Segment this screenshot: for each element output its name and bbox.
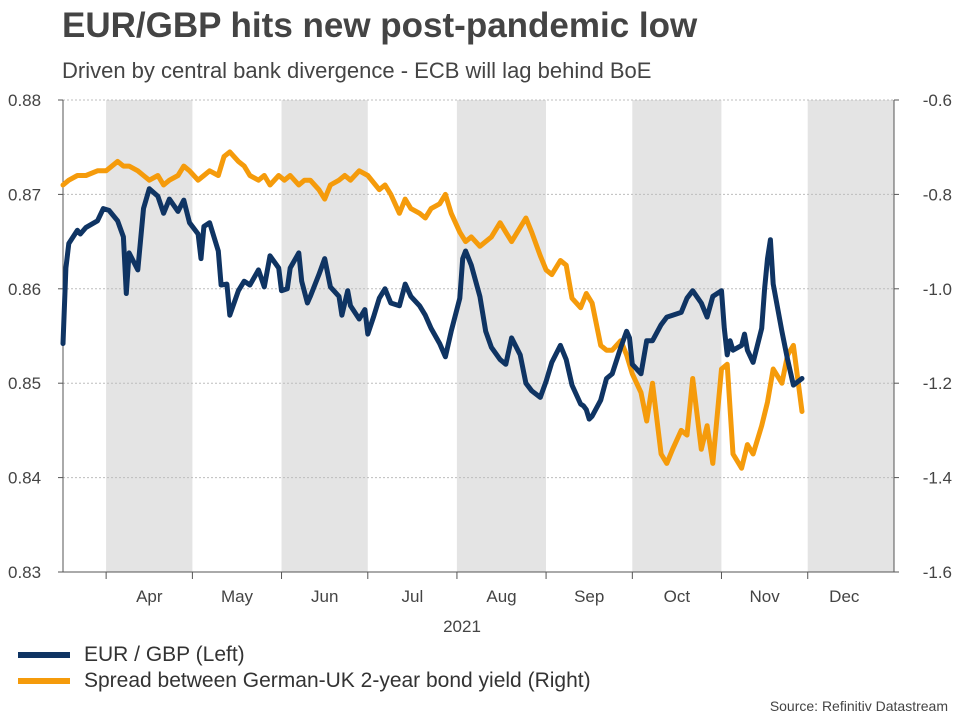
- y-left-tick-label: 0.85: [8, 374, 41, 393]
- series-line-eur-gbp: [60, 186, 805, 422]
- x-tick-label-may: May: [221, 587, 254, 606]
- month-band-oct: [632, 100, 722, 572]
- y-left-tick-label: 0.88: [8, 91, 41, 110]
- legend-item-eur-gbp: EUR / GBP (Left): [18, 642, 591, 668]
- y-right-tick-label: -1.0: [923, 280, 952, 299]
- source-note: Source: Refinitiv Datastream: [769, 698, 948, 714]
- legend-swatch-spread: [18, 678, 70, 684]
- chart-title: EUR/GBP hits new post-pandemic low: [62, 6, 698, 45]
- x-tick-label-dec: Dec: [829, 587, 860, 606]
- axes: 0.83 0.84 0.85 0.86 0.87 0.88 -1.6 -1.4 -1.2 -1.0…: [8, 91, 952, 606]
- y-left-tick-label: 0.87: [8, 185, 41, 204]
- month-band-jun: [281, 100, 368, 572]
- y-right-tick-label: -0.8: [923, 185, 952, 204]
- month-shading: [106, 100, 894, 572]
- series-lines: [60, 149, 805, 471]
- legend-swatch-eur-gbp: [18, 652, 70, 658]
- legend-label-spread: Spread between German-UK 2-year bond yie…: [84, 669, 591, 692]
- y-right-tick-label: -0.6: [923, 91, 952, 110]
- x-tick-label-apr: Apr: [136, 587, 163, 606]
- y-left-tick-label: 0.83: [8, 563, 41, 582]
- x-tick-label-sep: Sep: [574, 587, 604, 606]
- month-band-dec: [807, 100, 894, 572]
- legend-label-eur-gbp: EUR / GBP (Left): [84, 643, 245, 666]
- x-tick-label-jun: Jun: [311, 587, 338, 606]
- legend: EUR / GBP (Left) Spread between German-U…: [18, 642, 591, 694]
- month-band-aug: [456, 100, 546, 572]
- y-right-tick-label: -1.2: [923, 374, 952, 393]
- x-tick-label-nov: Nov: [749, 587, 780, 606]
- x-tick-label-oct: Oct: [664, 587, 691, 606]
- y-right-tick-label: -1.4: [923, 469, 952, 488]
- year-label: 2021: [443, 617, 481, 636]
- chart-subtitle: Driven by central bank divergence - ECB …: [62, 58, 652, 83]
- y-left-tick-label: 0.84: [8, 469, 41, 488]
- series-line-spread: [60, 149, 805, 471]
- y-right-tick-label: -1.6: [923, 563, 952, 582]
- x-tick-label-jul: Jul: [402, 587, 424, 606]
- x-tick-label-aug: Aug: [486, 587, 516, 606]
- legend-item-spread: Spread between German-UK 2-year bond yie…: [18, 668, 591, 694]
- y-left-tick-label: 0.86: [8, 280, 41, 299]
- chart-area: 0.83 0.84 0.85 0.86 0.87 0.88 -1.6 -1.4 -1.2 -1.0…: [8, 91, 952, 636]
